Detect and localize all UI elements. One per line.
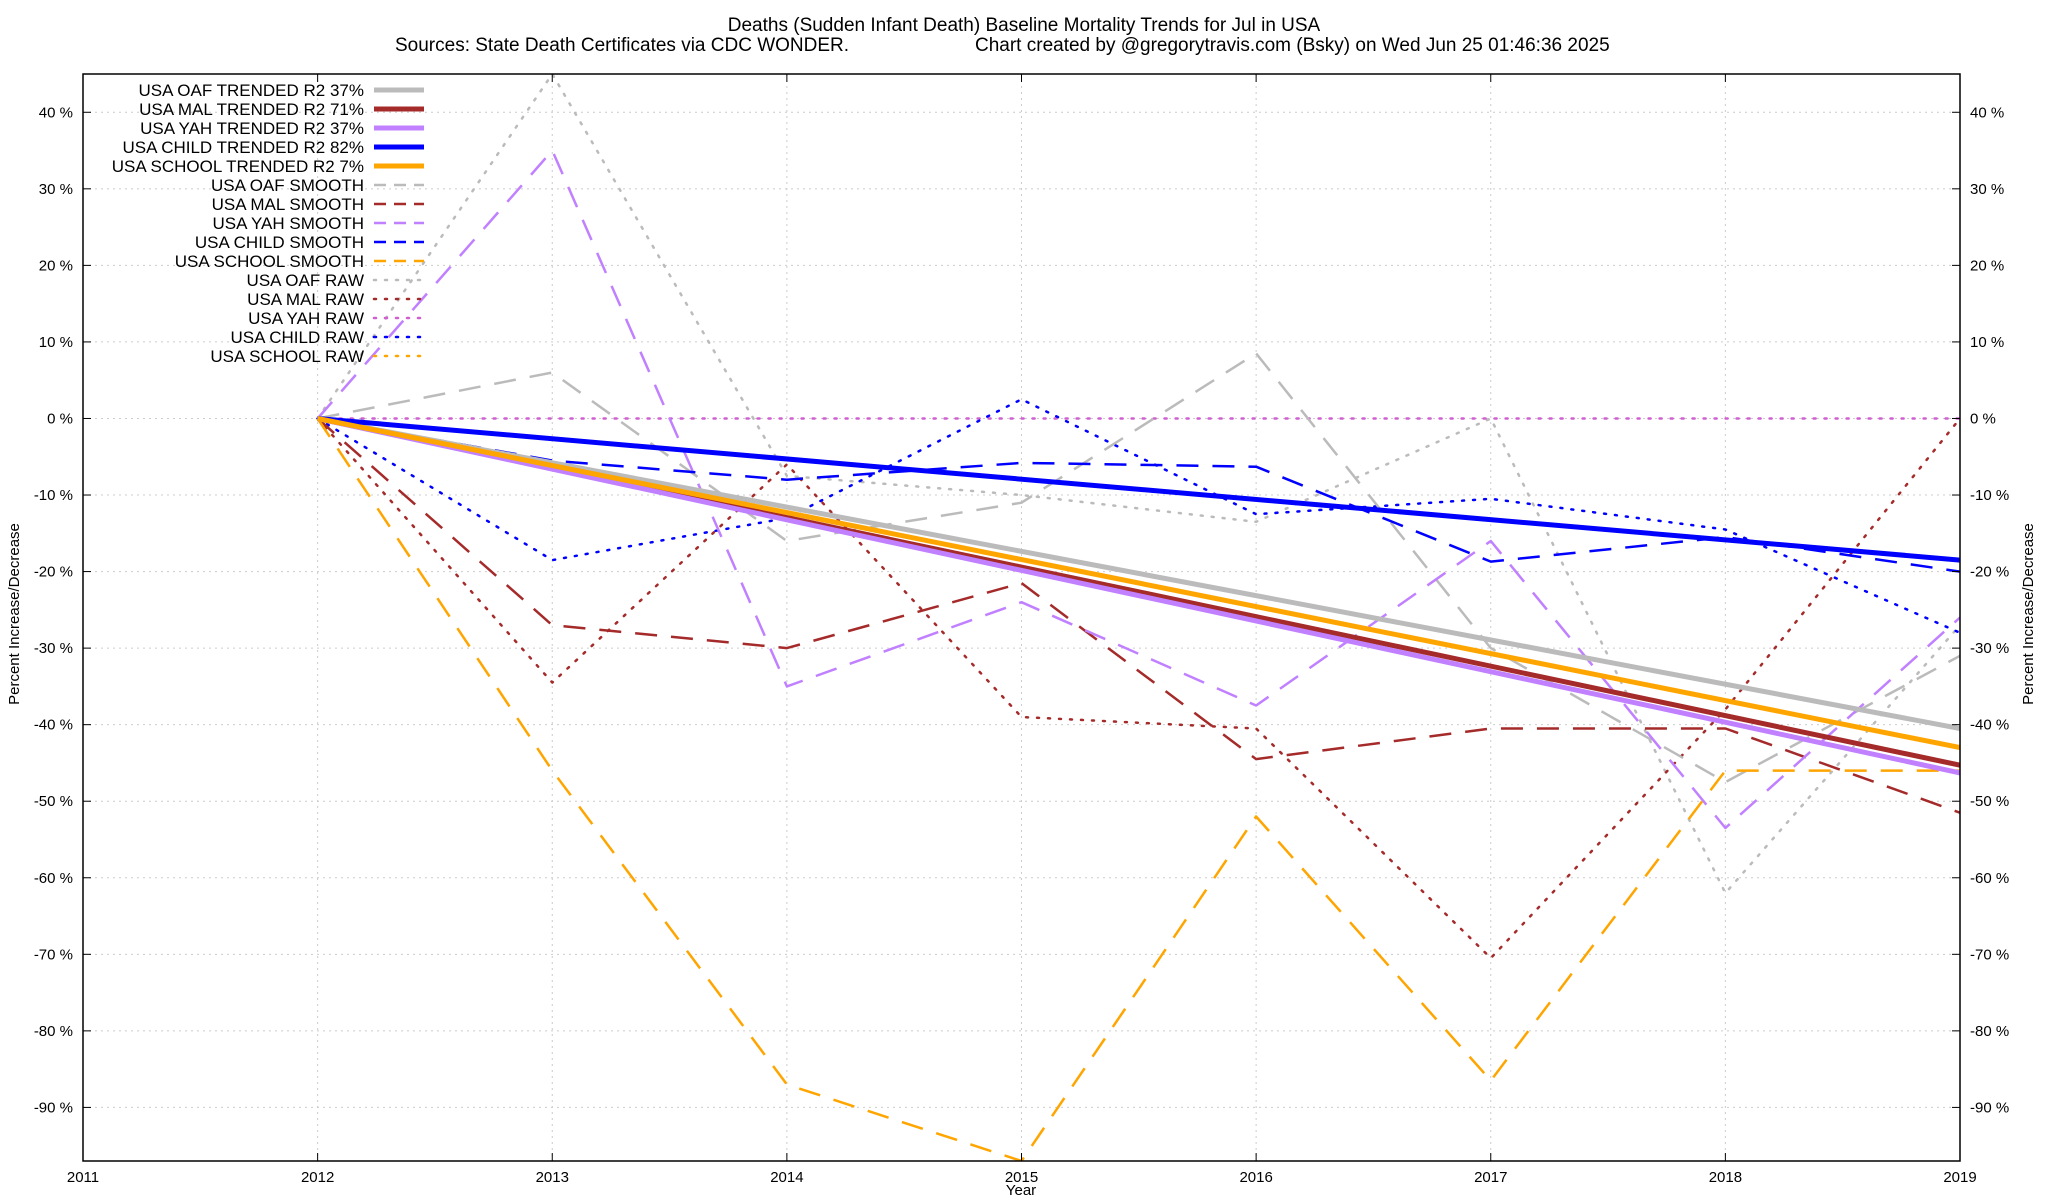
legend-label: USA YAH SMOOTH — [213, 214, 364, 233]
x-tick-label: 2019 — [1943, 1169, 1976, 1186]
y2-axis-label: Percent Increase/Decrease — [2020, 523, 2037, 705]
y2-tick-label: -90 % — [1970, 1099, 2009, 1116]
y2-tick-label: 40 % — [1970, 104, 2004, 121]
series-line-usa-oaf-smooth — [317, 352, 1960, 784]
y2-tick-label: 10 % — [1970, 334, 2004, 351]
y-tick-label: -50 % — [34, 793, 73, 810]
legend-label: USA OAF TRENDED R2 37% — [139, 81, 364, 100]
y2-tick-label: -80 % — [1970, 1023, 2009, 1040]
y2-tick-label: -40 % — [1970, 717, 2009, 734]
x-tick-label: 2012 — [301, 1169, 334, 1186]
legend-label: USA SCHOOL SMOOTH — [175, 252, 364, 271]
y-tick-label: -70 % — [34, 946, 73, 963]
x-tick-label: 2018 — [1709, 1169, 1742, 1186]
x-tick-label: 2014 — [770, 1169, 803, 1186]
y2-tick-label: -20 % — [1970, 564, 2009, 581]
y-tick-label: 40 % — [39, 104, 73, 121]
series-line-usa-mal-smooth — [316, 417, 1960, 814]
y-tick-label: -10 % — [34, 487, 73, 504]
y2-tick-label: -30 % — [1970, 640, 2009, 657]
x-tick-label: 2011 — [67, 1169, 99, 1186]
legend-label: USA MAL TRENDED R2 71% — [139, 100, 364, 119]
legend-label: USA CHILD SMOOTH — [195, 233, 364, 252]
legend-label: USA SCHOOL TRENDED R2 7% — [112, 157, 364, 176]
legend-label: USA CHILD RAW — [230, 328, 364, 347]
grid — [83, 74, 1960, 1161]
legend-label: USA SCHOOL RAW — [210, 347, 364, 366]
series-line-usa-mal-raw — [316, 417, 1960, 960]
y-tick-label: 0 % — [47, 410, 73, 427]
x-tick-label: 2015 — [1005, 1169, 1038, 1186]
legend-label: USA YAH TRENDED R2 37% — [140, 119, 364, 138]
y-tick-label: -80 % — [34, 1023, 73, 1040]
y2-tick-label: -60 % — [1970, 870, 2009, 887]
x-tick-label: 2017 — [1474, 1169, 1507, 1186]
legend-label: USA OAF SMOOTH — [211, 176, 364, 195]
y2-tick-label: 20 % — [1970, 257, 2004, 274]
series-line-usa-oaf-raw — [316, 74, 1960, 895]
chart-title: Deaths (Sudden Infant Death) Baseline Mo… — [728, 15, 1321, 36]
series-line-usa-yah-trended-r2-37 — [317, 416, 1960, 776]
y-tick-label: 30 % — [39, 181, 73, 198]
series-line-usa-school-trended-r2-7 — [317, 416, 1960, 751]
y2-tick-label: -50 % — [1970, 793, 2009, 810]
legend-label: USA MAL RAW — [247, 290, 364, 309]
x-axis-ticks: 2011 2012 2013 2014 2015 2016 2017 2018 2019 — [67, 74, 1977, 1186]
y-tick-label: -40 % — [34, 717, 73, 734]
legend-label: USA YAH RAW — [248, 309, 364, 328]
y2-tick-label: 0 % — [1970, 410, 1996, 427]
legend-label: USA OAF RAW — [247, 271, 364, 290]
series-line-usa-school-smooth — [316, 417, 1960, 1161]
y-axis-ticks: 40 % 30 % 20 % 10 % 0 % -10 % -20 % -30 % -40 % -… — [34, 104, 91, 1116]
y2-tick-label: -10 % — [1970, 487, 2009, 504]
y-tick-label: 10 % — [39, 334, 73, 351]
y2-tick-label: -70 % — [1970, 946, 2009, 963]
y2-axis-ticks: 40 % 30 % 20 % 10 % 0 % -10 % -20 % -30 % -40 % -… — [1952, 104, 2009, 1116]
plot-series — [316, 74, 1960, 1161]
y2-tick-label: 30 % — [1970, 181, 2004, 198]
legend-label: USA CHILD TRENDED R2 82% — [122, 138, 364, 157]
y-tick-label: -90 % — [34, 1099, 73, 1116]
y-tick-label: -30 % — [34, 640, 73, 657]
series-line-usa-yah-smooth — [316, 149, 1960, 830]
y-tick-label: 20 % — [39, 257, 73, 274]
x-tick-label: 2016 — [1239, 1169, 1272, 1186]
series-line-usa-oaf-trended-r2-37 — [317, 416, 1960, 731]
legend: USA OAF TRENDED R2 37%USA MAL TRENDED R2… — [112, 81, 426, 366]
y-tick-label: -60 % — [34, 870, 73, 887]
chart-subtitle-credit: Chart created by @gregorytravis.com (Bsk… — [975, 35, 1610, 56]
x-axis-label: Year — [1006, 1182, 1036, 1199]
chart-subtitle-sources: Sources: State Death Certificates via CD… — [395, 35, 849, 56]
legend-label: USA MAL SMOOTH — [212, 195, 364, 214]
x-tick-label: 2013 — [536, 1169, 569, 1186]
y-axis-label: Percent Increase/Decrease — [6, 523, 23, 705]
y-tick-label: -20 % — [34, 564, 73, 581]
series-line-usa-child-trended-r2-82 — [317, 416, 1960, 563]
